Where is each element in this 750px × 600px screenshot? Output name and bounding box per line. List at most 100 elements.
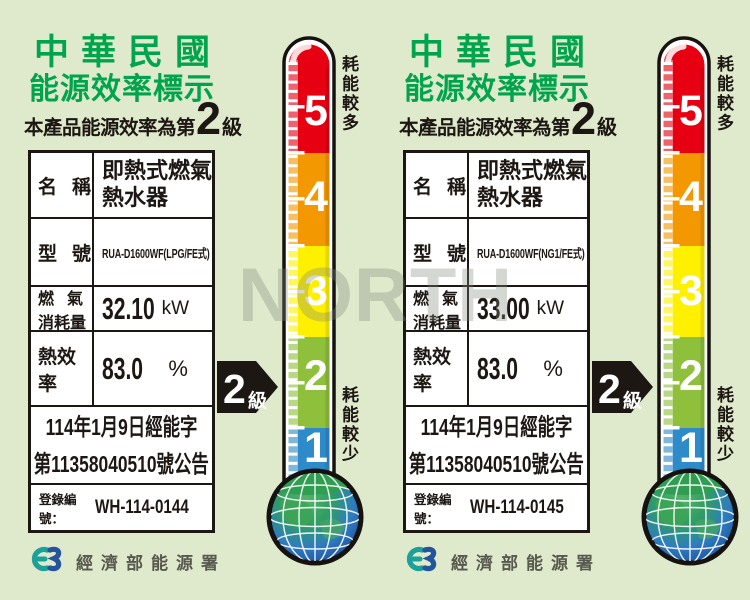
grade-number-large: 2 <box>571 93 597 144</box>
table-row-efficiency: 熱效率 83.0 % <box>31 330 212 405</box>
thermometer-graphic: 5 4 3 2 1 <box>641 36 739 566</box>
gas-value-cell: 33.00 kW <box>469 287 587 330</box>
efficiency-grade-statement: 本產品能源效率為第 2 級 <box>399 93 618 144</box>
cap-highlight <box>290 43 312 65</box>
gas-label-cell: 燃氣 消耗量 <box>31 287 94 332</box>
name-label: 名稱 <box>38 176 91 198</box>
announcement-line2: 第11358040510號公告 <box>409 451 584 477</box>
grade-statement-suffix: 級 <box>597 117 618 139</box>
gas-label-line1: 燃氣 <box>413 290 472 308</box>
tube-shade <box>700 68 705 482</box>
gas-unit: kW <box>161 297 190 319</box>
efficiency-grade-statement: 本產品能源效率為第 2 級 <box>24 93 243 144</box>
announcement-line1-wrap: 114年1月9日經能字 <box>406 409 587 446</box>
efficiency-value: 83.0 <box>477 350 519 386</box>
registration-value: WH-114-0145 <box>469 496 564 518</box>
tube-shade <box>325 68 330 482</box>
efficiency-label-cell: 熱效率 <box>406 332 469 405</box>
label-title-line2: 能源效率標示 <box>404 73 590 106</box>
label-title-line1: 中華民國 <box>33 33 222 72</box>
registration-label: 登錄編號： <box>414 492 452 526</box>
energy-label-ng1: 中華民國 能源效率標示 本產品能源效率為第 2 級 名稱 即熱式燃氣 熱水器 型… <box>375 0 750 600</box>
gas-unit: kW <box>536 297 565 319</box>
announcement-line1: 114年1月9日經能字 <box>420 414 573 440</box>
grade-arrow: 2 級 <box>592 361 653 413</box>
efficiency-value-cell: 83.0 % <box>94 332 212 405</box>
cap-highlight <box>665 43 687 65</box>
table-row-registration: 登錄編號： WH-114-0145 <box>406 483 587 530</box>
energy-administration-logo-icon <box>31 546 62 572</box>
label-title-line2: 能源效率標示 <box>29 73 215 106</box>
efficiency-label: 熱效率 <box>413 346 452 395</box>
table-row-registration: 登錄編號： WH-114-0144 <box>31 483 212 530</box>
efficiency-unit: % <box>543 355 563 381</box>
level5-number: 5 <box>304 87 328 135</box>
name-value-line2: 熱水器 <box>102 185 169 210</box>
grade-arrow-unit: 級 <box>623 389 642 412</box>
level1-number: 1 <box>304 424 328 472</box>
energy-less-label: 耗能較少 <box>339 386 358 464</box>
model-value: RUA-D1600WF(NG1/FE式) <box>477 246 585 261</box>
registration-value: WH-114-0144 <box>94 496 189 518</box>
tick-marks-long <box>663 105 680 430</box>
announcement-line2: 第11358040510號公告 <box>34 451 209 477</box>
grade-arrow-shape <box>592 361 653 413</box>
model-label-cell: 型號 <box>406 219 469 285</box>
table-row-announcement: 114年1月9日經能字 第11358040510號公告 <box>31 405 212 483</box>
level5-number: 5 <box>679 87 703 135</box>
level1-number: 1 <box>679 424 703 472</box>
table-row-name: 名稱 即熱式燃氣 熱水器 <box>406 153 587 217</box>
grade-arrow: 2 級 <box>217 361 278 413</box>
gas-value: 32.10 <box>102 290 155 326</box>
spec-table: 名稱 即熱式燃氣 熱水器 型號 RUA-D1600WF(LPG/FE式) 燃氣 … <box>28 150 215 533</box>
energy-more-label: 耗能較多 <box>714 55 733 133</box>
efficiency-label-cell: 熱效率 <box>31 332 94 405</box>
name-label-cell: 名稱 <box>31 153 94 217</box>
table-row-model: 型號 RUA-D1600WF(LPG/FE式) <box>31 217 212 285</box>
efficiency-unit: % <box>168 355 188 381</box>
table-row-announcement: 114年1月9日經能字 第11358040510號公告 <box>406 405 587 483</box>
level2-number: 2 <box>679 352 703 400</box>
efficiency-value: 83.0 <box>102 350 144 386</box>
table-row-gas-consumption: 燃氣 消耗量 33.00 kW <box>406 285 587 332</box>
gas-label-line2: 消耗量 <box>38 314 87 332</box>
level4-number: 4 <box>304 173 328 221</box>
efficiency-label: 熱效率 <box>38 346 77 395</box>
announcement-line1-wrap: 114年1月9日經能字 <box>31 409 212 446</box>
energy-less-label: 耗能較少 <box>714 386 733 464</box>
table-row-gas-consumption: 燃氣 消耗量 32.10 kW <box>31 285 212 332</box>
model-value-cell: RUA-D1600WF(LPG/FE式) <box>94 219 212 285</box>
agency-name: 經濟部能源署 <box>76 554 226 573</box>
efficiency-value-cell: 83.0 % <box>469 332 587 405</box>
level4-number: 4 <box>679 173 703 221</box>
name-value-cell: 即熱式燃氣 熱水器 <box>94 153 212 217</box>
tick-strip <box>663 60 673 482</box>
tick-strip <box>288 60 298 482</box>
announcement-line2-wrap: 第11358040510號公告 <box>406 446 587 483</box>
name-label-cell: 名稱 <box>406 153 469 217</box>
announcement-line2-wrap: 第11358040510號公告 <box>31 446 212 483</box>
name-value-line2: 熱水器 <box>477 185 544 210</box>
grade-statement-prefix: 本產品能源效率為第 <box>399 117 571 139</box>
spec-table: 名稱 即熱式燃氣 熱水器 型號 RUA-D1600WF(NG1/FE式) 燃氣 … <box>403 150 590 533</box>
agency-name: 經濟部能源署 <box>451 554 601 573</box>
gas-label-line2: 消耗量 <box>413 314 462 332</box>
model-value: RUA-D1600WF(LPG/FE式) <box>102 246 210 261</box>
level3-number: 3 <box>304 267 328 315</box>
energy-more-label: 耗能較多 <box>339 55 358 133</box>
tick-marks-long <box>288 105 305 430</box>
name-label: 名稱 <box>413 176 466 198</box>
energy-label-lpg: 中華民國 能源效率標示 本產品能源效率為第 2 級 名稱 即熱式燃氣 熱水器 型… <box>24 33 364 573</box>
grade-arrow-number: 2 <box>598 366 621 412</box>
grade-arrow-shape <box>217 361 278 413</box>
label-title-line1: 中華民國 <box>408 33 597 72</box>
model-label: 型號 <box>413 243 466 265</box>
thermometer-graphic: 5 4 3 2 1 <box>266 36 364 566</box>
grade-number-large: 2 <box>196 93 222 144</box>
grade-arrow-unit: 級 <box>248 389 267 412</box>
name-value-line1: 即熱式燃氣 <box>477 158 587 184</box>
model-label: 型號 <box>38 243 91 265</box>
grade-statement-suffix: 級 <box>222 117 243 139</box>
table-row-efficiency: 熱效率 83.0 % <box>406 330 587 405</box>
